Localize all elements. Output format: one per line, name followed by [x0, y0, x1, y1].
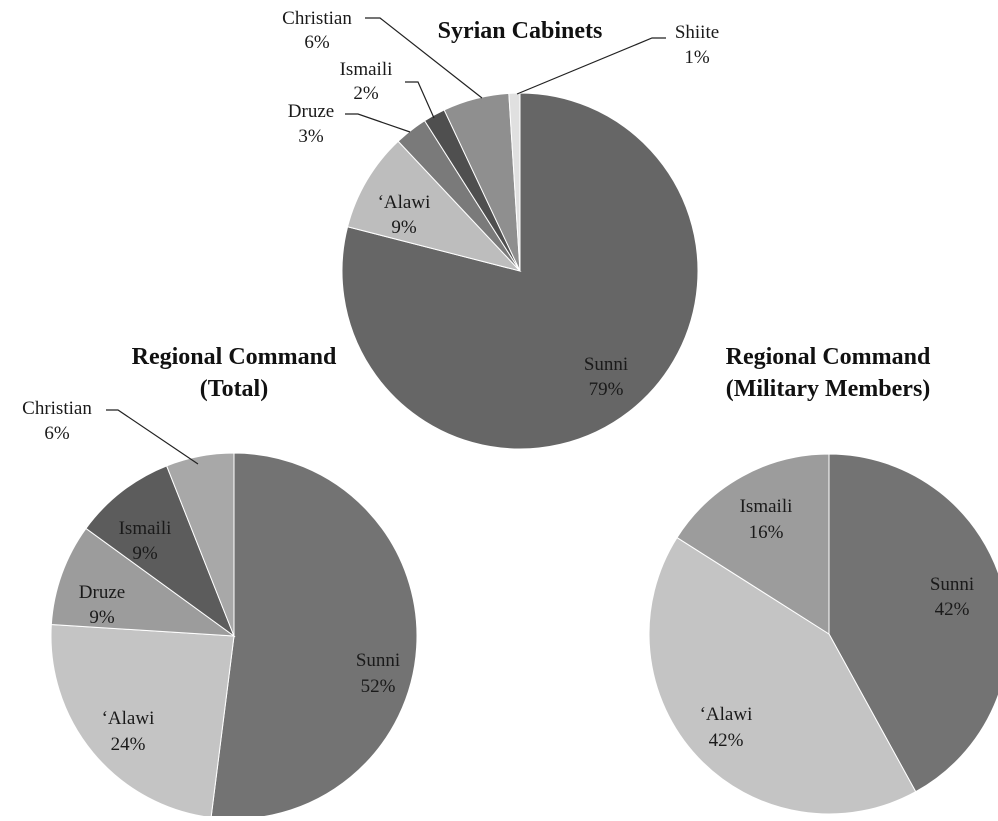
slice-label-name: Sunni [356, 650, 400, 671]
slice-label-total-christian: Christian 6% [22, 398, 92, 444]
slice-label-name: Ismaili [340, 59, 393, 80]
slice-label-value: 6% [304, 32, 330, 53]
leader-cabinets-christian [365, 17, 483, 99]
slice-label-value: 6% [44, 423, 70, 444]
slice-label-name: ‘Alawi [102, 708, 155, 729]
leader-total-christian [106, 409, 199, 465]
slice-label-total-druze: Druze 9% [79, 582, 125, 628]
pie-slice-total-sunni [210, 452, 418, 820]
slice-label-value: 24% [111, 734, 146, 755]
chart-title-regional-military-line1: Regional Command [726, 344, 931, 370]
slice-label-value: 9% [89, 607, 115, 628]
chart-title-regional-military-line2: (Military Members) [726, 376, 931, 402]
pie-slice-military-ismaili [676, 453, 830, 635]
slice-label-cabinets-druze: Druze 3% [288, 101, 334, 147]
chart-title-regional-total-line2: (Total) [200, 376, 268, 402]
slice-label-name: Sunni [930, 574, 974, 595]
slice-label-cabinets-shiite: Shiite 1% [675, 22, 719, 68]
slice-label-name: Druze [79, 582, 125, 603]
slice-label-cabinets-christian: Christian 6% [282, 8, 352, 53]
pie-slice-total-alawi [50, 623, 235, 819]
slice-label-cabinets-ismaili: Ismaili 2% [340, 59, 393, 104]
slice-label-value: 16% [749, 522, 784, 543]
slice-label-name: Sunni [584, 354, 628, 375]
slice-label-value: 42% [709, 730, 744, 751]
pie-regional-military [648, 453, 998, 815]
slice-label-value: 79% [589, 379, 624, 400]
slice-label-military-ismaili: Ismaili 16% [740, 496, 793, 543]
slice-label-value: 9% [132, 543, 158, 564]
pie-slice-total-druze [50, 527, 236, 637]
slice-label-name: ‘Alawi [700, 704, 753, 725]
slice-label-military-alawi: ‘Alawi 42% [700, 704, 753, 751]
leader-cabinets-ismaili [405, 81, 435, 119]
chart-title-regional-total-line1: Regional Command [132, 344, 337, 370]
pie-regional-total [50, 452, 418, 820]
slice-label-cabinets-alawi: ‘Alawi 9% [378, 192, 431, 238]
slice-label-name: Shiite [675, 22, 719, 43]
pie-slice-cabinets-sunni [341, 92, 699, 450]
slice-label-name: Christian [282, 8, 352, 29]
pie-slice-cabinets-alawi [346, 140, 522, 272]
slice-label-value: 42% [935, 599, 970, 620]
pie-slice-military-sunni [828, 453, 998, 793]
slice-label-name: Druze [288, 101, 334, 122]
slice-label-name: ‘Alawi [378, 192, 431, 213]
slice-label-value: 2% [353, 83, 379, 104]
slice-label-name: Ismaili [740, 496, 793, 517]
slice-label-value: 3% [298, 126, 324, 147]
pie-slice-total-christian [165, 452, 235, 637]
leader-cabinets-druze [345, 113, 411, 133]
slice-label-value: 9% [391, 217, 417, 238]
chart-title-cabinets: Syrian Cabinets [438, 18, 603, 44]
slice-label-total-alawi: ‘Alawi 24% [102, 708, 155, 755]
slice-label-name: Ismaili [119, 518, 172, 539]
slice-label-name: Christian [22, 398, 92, 419]
pie-slice-military-alawi [648, 536, 917, 815]
slice-label-total-ismaili: Ismaili 9% [119, 518, 172, 564]
slice-label-cabinets-sunni: Sunni 79% [584, 354, 628, 400]
pie-slice-total-ismaili [85, 465, 236, 638]
slice-label-military-sunni: Sunni 42% [930, 574, 974, 620]
slice-label-total-sunni: Sunni 52% [356, 650, 400, 697]
leader-cabinets-shiite [516, 37, 666, 95]
pie-cabinets [341, 92, 699, 450]
slice-label-value: 1% [684, 47, 710, 68]
slice-label-value: 52% [361, 676, 396, 697]
